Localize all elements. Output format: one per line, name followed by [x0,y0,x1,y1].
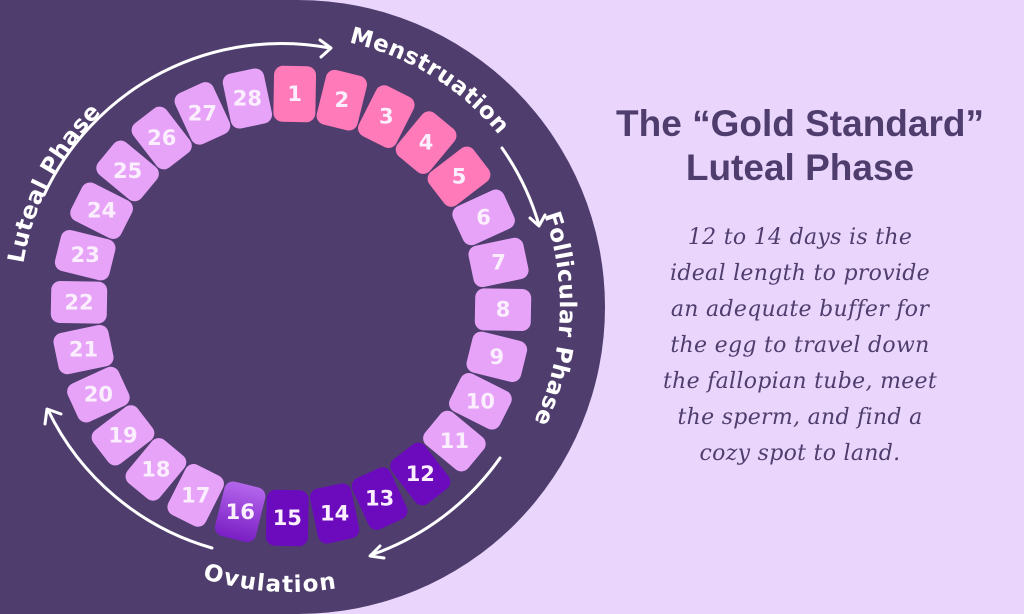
day-tile-28: 28 [222,68,273,129]
panel-description: 12 to 14 days is the ideal length to pro… [600,220,1000,472]
day-number: 11 [440,429,469,453]
day-tile-22: 22 [50,280,108,324]
description-line: the egg to travel down [670,333,930,358]
day-number: 1 [287,82,302,106]
day-tile-13: 13 [351,467,408,530]
day-tile-8: 8 [474,288,532,332]
day-number: 4 [419,131,434,155]
description-line: the fallopian tube, meet [662,369,938,394]
info-panel: The “Gold Standard” Luteal Phase 12 to 1… [600,102,1000,472]
day-tile-24: 24 [70,182,133,239]
panel-title: The “Gold Standard” Luteal Phase [600,102,1000,190]
day-number: 2 [334,88,349,112]
day-tile-10: 10 [449,373,512,430]
day-tile-6: 6 [452,189,515,246]
day-tile-26: 26 [131,106,192,170]
arrow-to-ovulation-icon [369,456,502,557]
day-number: 13 [365,487,394,511]
day-number: 19 [108,423,137,447]
day-number: 21 [69,338,98,362]
day-number: 24 [87,199,116,223]
day-tile-11: 11 [423,410,486,472]
day-tile-21: 21 [53,324,114,375]
day-tile-1: 1 [273,65,317,123]
day-number: 20 [84,383,113,407]
day-tile-9: 9 [466,331,528,383]
day-tile-20: 20 [67,366,130,423]
day-tile-23: 23 [54,229,116,281]
cycle-arrows [42,38,547,560]
day-tile-12: 12 [390,442,451,506]
day-number: 14 [320,502,349,526]
day-number: 18 [141,457,170,481]
day-number: 27 [188,101,217,125]
day-number: 8 [496,298,511,322]
day-tile-17: 17 [167,464,224,527]
description-line: 12 to 14 days is the [687,225,913,250]
arrow-to-follicular-icon [500,146,541,227]
day-number: 26 [147,126,176,150]
day-tile-14: 14 [309,483,360,544]
day-tile-19: 19 [91,405,155,466]
day-tile-18: 18 [125,438,187,501]
arrow-to-luteal-icon [46,408,214,550]
panel-title-line1: The “Gold Standard” [616,103,984,144]
day-number: 10 [466,389,495,413]
day-tile-16: 16 [214,481,266,543]
day-tile-27: 27 [174,82,231,145]
day-number: 16 [226,500,255,524]
day-number: 12 [406,462,435,486]
day-tile-5: 5 [427,146,491,207]
day-number: 17 [181,483,210,507]
day-tile-15: 15 [265,489,309,547]
day-tile-25: 25 [96,140,159,202]
day-tiles-ring: 1 234567891011121314151617181920212223242… [50,65,532,547]
day-tile-3: 3 [358,85,415,148]
description-line: cozy spot to land. [699,441,901,466]
description-line: the sperm, and find a [677,405,923,430]
day-number: 23 [71,243,100,267]
day-tile-7: 7 [468,237,529,288]
day-number: 3 [379,105,394,129]
day-number: 28 [233,87,262,111]
description-line: an adequate buffer for [670,297,930,322]
arrow-to-menstruation-icon [42,42,332,197]
day-number: 15 [273,506,302,530]
day-number: 6 [476,205,491,229]
panel-title-line2: Luteal Phase [685,147,915,188]
day-number: 9 [489,345,504,369]
day-number: 25 [113,159,142,183]
day-number: 7 [491,250,506,274]
day-number: 5 [452,165,467,189]
description-line: ideal length to provide [670,261,930,286]
day-tile-4: 4 [395,111,457,174]
day-tile-2: 2 [316,69,368,131]
day-number: 22 [64,290,93,314]
